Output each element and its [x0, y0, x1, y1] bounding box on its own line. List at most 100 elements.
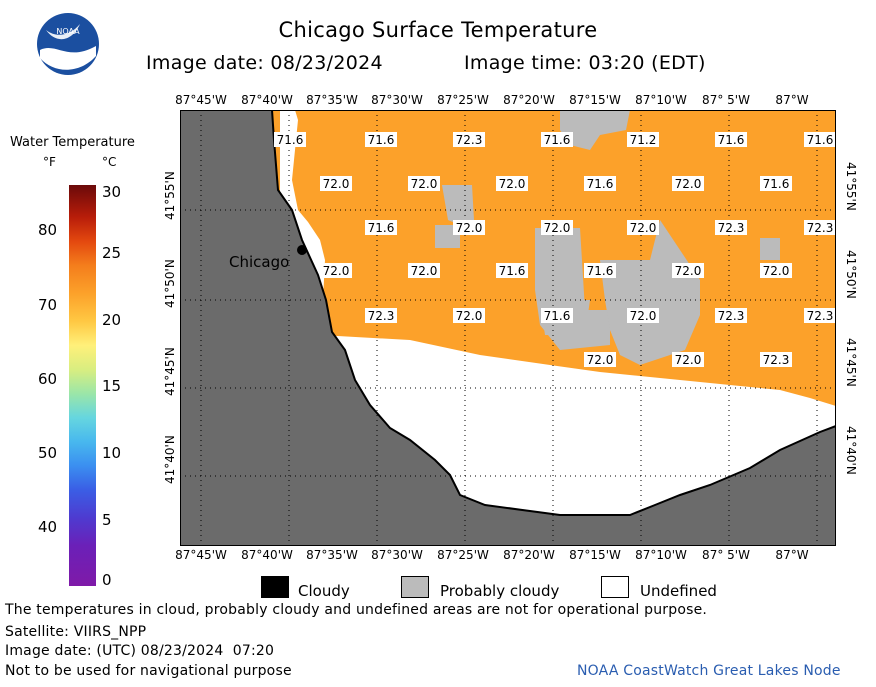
temperature-colorbar	[69, 185, 96, 586]
temperature-label: 72.3	[807, 309, 834, 323]
latitude-label-right: 41°45'N	[844, 338, 858, 387]
colorbar-c-tick: 25	[102, 244, 122, 262]
temperature-label-bg	[760, 352, 792, 367]
temperature-label: 72.3	[807, 221, 834, 235]
temperature-label: 71.6	[368, 133, 395, 147]
utc-date-text: Image date: (UTC) 08/23/2024 07:20	[5, 643, 275, 659]
temperature-label: 72.3	[718, 221, 745, 235]
temperature-label-bg	[365, 132, 397, 147]
temperature-label-bg	[627, 308, 659, 323]
unit-fahrenheit: °F	[43, 155, 56, 169]
legend-swatch-undefined	[601, 576, 629, 598]
legend-swatch-cloudy	[261, 576, 289, 598]
temperature-label: 72.0	[499, 177, 526, 191]
temperature-label-bg	[804, 220, 836, 235]
colorbar-title: Water Temperature	[10, 135, 135, 150]
latitude-label-left: 41°55'N	[163, 171, 177, 220]
temperature-label: 71.6	[763, 177, 790, 191]
temperature-label-bg	[365, 308, 397, 323]
temperature-label-bg	[584, 352, 616, 367]
temperature-label-bg	[584, 176, 616, 191]
latitude-label-left: 41°50'N	[163, 259, 177, 308]
temperature-label-bg	[320, 176, 352, 191]
temperature-label: 72.0	[323, 177, 350, 191]
longitude-label: 87°10'W	[635, 93, 687, 107]
longitude-label: 87°W	[775, 93, 809, 107]
temperature-label: 72.3	[763, 353, 790, 367]
temperature-label: 71.6	[718, 133, 745, 147]
longitude-label: 87°40'W	[241, 93, 293, 107]
temperature-label: 71.2	[630, 133, 657, 147]
temperature-label-bg	[804, 308, 836, 323]
temperature-label: 72.0	[587, 353, 614, 367]
longitude-label: 87°30'W	[371, 548, 423, 562]
longitude-label: 87°20'W	[503, 548, 555, 562]
temperature-label: 71.6	[587, 264, 614, 278]
temperature-label: 71.6	[544, 133, 571, 147]
temperature-label-bg	[496, 263, 528, 278]
temperature-label-bg	[672, 176, 704, 191]
colorbar-f-tick: 60	[38, 370, 58, 388]
temperature-label-bg	[627, 220, 659, 235]
temperature-label-bg	[541, 132, 573, 147]
temperature-label-bg	[672, 352, 704, 367]
colorbar-f-tick: 40	[38, 518, 58, 536]
temperature-label-bg	[804, 132, 836, 147]
longitude-label: 87°30'W	[371, 93, 423, 107]
latitude-label-right: 41°55'N	[844, 162, 858, 211]
temperature-label-bg	[715, 220, 747, 235]
svg-text:NOAA: NOAA	[56, 27, 80, 36]
longitude-label: 87°35'W	[306, 93, 358, 107]
city-label-chicago: Chicago	[229, 253, 290, 271]
unit-celsius: °C	[102, 155, 117, 169]
colorbar-c-tick: 30	[102, 183, 122, 201]
temperature-label: 72.3	[718, 309, 745, 323]
legend-label-probably-cloudy: Probably cloudy	[440, 582, 560, 600]
temperature-labels: 71.6 71.6 72.3 71.6 71.2 71.6 71.6 72.0 72.0 72.0…	[274, 132, 836, 367]
temperature-label-bg	[274, 132, 306, 147]
temperature-label-bg	[408, 263, 440, 278]
temperature-label-bg	[715, 308, 747, 323]
colorbar-c-tick: 0	[102, 571, 112, 589]
latitude-label-right: 41°50'N	[844, 250, 858, 299]
temperature-label-bg	[408, 176, 440, 191]
colorbar-c-tick: 15	[102, 377, 122, 395]
noaa-logo: NOAA	[37, 13, 99, 75]
image-date: Image date: 08/23/2024	[146, 52, 383, 74]
longitude-label: 87°40'W	[241, 548, 293, 562]
temperature-label: 72.0	[675, 177, 702, 191]
temperature-label: 72.0	[323, 264, 350, 278]
temperature-label-bg	[320, 263, 352, 278]
longitude-label: 87°45'W	[175, 548, 227, 562]
temperature-label-bg	[584, 263, 616, 278]
image-time: Image time: 03:20 (EDT)	[464, 52, 706, 74]
longitude-label: 87°35'W	[306, 548, 358, 562]
colorbar-c-tick: 10	[102, 444, 122, 462]
colorbar-f-tick: 80	[38, 221, 58, 239]
temperature-label: 71.6	[544, 309, 571, 323]
satellite-text: Satellite: VIIRS_NPP	[5, 624, 147, 640]
longitude-label: 87°25'W	[437, 548, 489, 562]
disclaimer-text: The temperatures in cloud, probably clou…	[5, 602, 708, 618]
temperature-label: 72.0	[411, 177, 438, 191]
legend-label-undefined: Undefined	[640, 582, 717, 600]
temperature-map: 71.6 71.6 72.3 71.6 71.2 71.6 71.6 72.0 72.0 72.0…	[180, 110, 836, 546]
temperature-label-bg	[760, 176, 792, 191]
temperature-label-bg	[453, 220, 485, 235]
longitude-label: 87°25'W	[437, 93, 489, 107]
temperature-label: 72.0	[544, 221, 571, 235]
temperature-label-bg	[453, 308, 485, 323]
temperature-label: 72.3	[368, 309, 395, 323]
page-title: Chicago Surface Temperature	[278, 18, 598, 42]
temperature-label-bg	[672, 263, 704, 278]
longitude-label: 87° 5'W	[702, 93, 750, 107]
chicago-marker	[297, 245, 307, 255]
colorbar-f-tick: 50	[38, 444, 58, 462]
temperature-label-bg	[365, 220, 397, 235]
legend-label-cloudy: Cloudy	[298, 582, 350, 600]
land-mass	[180, 110, 836, 546]
credit-text: NOAA CoastWatch Great Lakes Node	[577, 663, 841, 679]
longitude-label: 87°15'W	[569, 548, 621, 562]
temperature-label: 71.6	[587, 177, 614, 191]
temperature-label: 72.0	[411, 264, 438, 278]
